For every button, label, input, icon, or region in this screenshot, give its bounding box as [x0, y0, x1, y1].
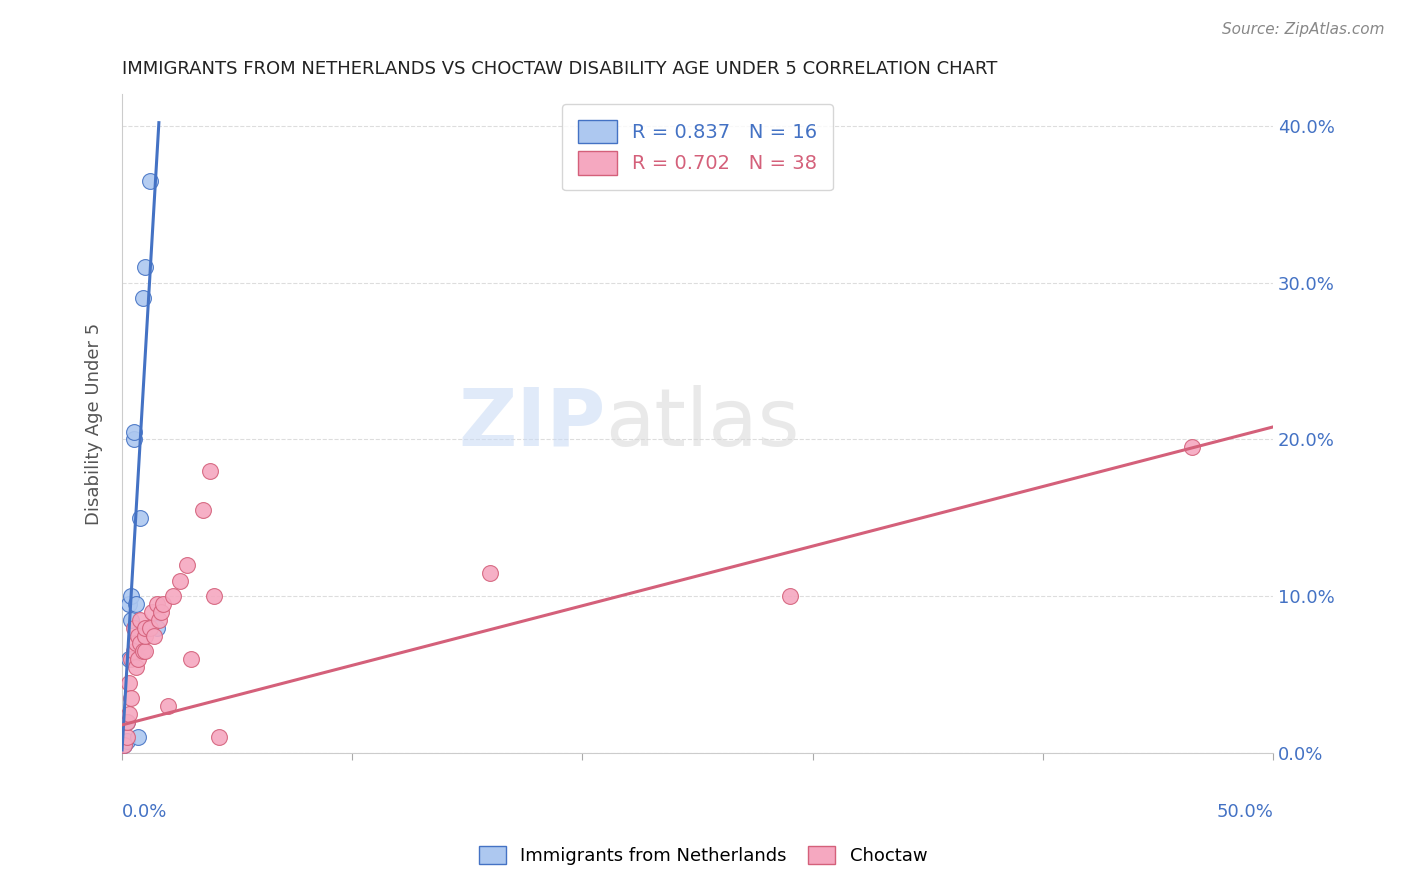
Point — [202, 590, 225, 604]
Point — [127, 652, 149, 666]
Text: ZIP: ZIP — [458, 384, 606, 463]
Point — [122, 425, 145, 439]
Point — [141, 605, 163, 619]
Text: Source: ZipAtlas.com: Source: ZipAtlas.com — [1222, 22, 1385, 37]
Point — [150, 605, 173, 619]
Point — [134, 260, 156, 274]
Point — [127, 731, 149, 745]
Point — [112, 739, 135, 753]
Point — [118, 706, 141, 721]
Point — [127, 628, 149, 642]
Point — [129, 636, 152, 650]
Y-axis label: Disability Age Under 5: Disability Age Under 5 — [86, 323, 103, 524]
Point — [162, 590, 184, 604]
Point — [129, 613, 152, 627]
Point — [134, 621, 156, 635]
Point — [148, 613, 170, 627]
Point — [120, 652, 142, 666]
Point — [145, 621, 167, 635]
Point — [122, 644, 145, 658]
Text: atlas: atlas — [606, 384, 800, 463]
Point — [112, 739, 135, 753]
Point — [120, 691, 142, 706]
Point — [191, 503, 214, 517]
Point — [1181, 440, 1204, 454]
Text: 0.0%: 0.0% — [122, 804, 167, 822]
Point — [143, 628, 166, 642]
Legend: Immigrants from Netherlands, Choctaw: Immigrants from Netherlands, Choctaw — [471, 838, 935, 872]
Point — [115, 731, 138, 745]
Point — [120, 590, 142, 604]
Point — [134, 644, 156, 658]
Point — [132, 644, 155, 658]
Point — [115, 733, 138, 747]
Point — [115, 714, 138, 729]
Point — [125, 597, 148, 611]
Point — [138, 174, 160, 188]
Point — [138, 621, 160, 635]
Legend: R = 0.837   N = 16, R = 0.702   N = 38: R = 0.837 N = 16, R = 0.702 N = 38 — [562, 104, 832, 191]
Point — [122, 621, 145, 635]
Point — [115, 714, 138, 729]
Point — [122, 433, 145, 447]
Point — [479, 566, 502, 580]
Point — [169, 574, 191, 588]
Point — [157, 699, 180, 714]
Point — [208, 731, 231, 745]
Point — [152, 597, 174, 611]
Point — [134, 628, 156, 642]
Point — [118, 597, 141, 611]
Point — [129, 511, 152, 525]
Point — [779, 590, 801, 604]
Point — [118, 652, 141, 666]
Point — [198, 464, 221, 478]
Text: IMMIGRANTS FROM NETHERLANDS VS CHOCTAW DISABILITY AGE UNDER 5 CORRELATION CHART: IMMIGRANTS FROM NETHERLANDS VS CHOCTAW D… — [122, 60, 997, 78]
Text: 50.0%: 50.0% — [1216, 804, 1272, 822]
Point — [125, 660, 148, 674]
Point — [132, 291, 155, 305]
Point — [125, 636, 148, 650]
Point — [176, 558, 198, 572]
Point — [145, 597, 167, 611]
Point — [118, 675, 141, 690]
Point — [180, 652, 202, 666]
Point — [120, 613, 142, 627]
